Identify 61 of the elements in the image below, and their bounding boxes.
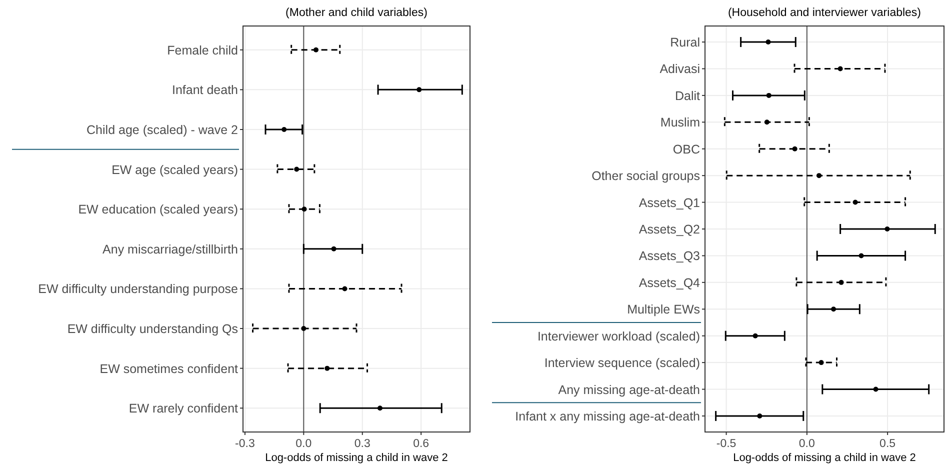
- y-tick-label: EW difficulty understanding purpose: [38, 282, 238, 296]
- point: [884, 226, 890, 232]
- y-tick-label: Assets_Q4: [638, 276, 700, 290]
- point: [838, 280, 844, 285]
- x-tick-label: 0.5: [880, 438, 896, 450]
- point: [852, 200, 858, 205]
- x-axis-title: Log-odds of missing a child in wave 2: [733, 452, 916, 464]
- point: [764, 120, 770, 125]
- y-tick-label: Assets_Q1: [638, 196, 700, 210]
- x-tick-label: 0.0: [798, 438, 815, 450]
- y-tick-label: Infant death: [172, 83, 238, 98]
- point: [766, 92, 772, 98]
- point: [831, 306, 836, 312]
- y-tick-label: Multiple EWs: [627, 302, 700, 317]
- x-axis-title: Log-odds of missing a child in wave 2: [265, 452, 448, 464]
- point: [377, 406, 382, 411]
- y-tick-label: EW sometimes confident: [100, 362, 239, 376]
- y-tick-label: Child age (scaled) - wave 2: [86, 122, 238, 137]
- point: [752, 333, 758, 338]
- y-tick-label: OBC: [672, 142, 700, 156]
- x-tick-label: -0.3: [235, 438, 255, 450]
- y-tick-label: Dalit: [674, 88, 701, 103]
- y-tick-label: Interviewer workload (scaled): [537, 329, 700, 344]
- y-tick-label: Infant x any missing age-at-death: [515, 409, 700, 424]
- point: [818, 360, 824, 366]
- y-tick-label: Adivasi: [660, 62, 700, 76]
- y-tick-label: Other social groups: [592, 169, 700, 184]
- y-tick-label: Interview sequence (scaled): [544, 356, 700, 370]
- point: [301, 326, 306, 332]
- point: [873, 386, 878, 392]
- point: [757, 413, 762, 418]
- point: [766, 40, 771, 45]
- chart-title: (Mother and child variables): [286, 7, 428, 19]
- point: [324, 366, 330, 371]
- x-tick-label: 0.3: [354, 438, 370, 450]
- y-tick-label: Muslim: [660, 116, 700, 130]
- y-tick-label: EW rarely confident: [128, 402, 239, 416]
- chart-title: (Household and interviewer variables): [728, 7, 922, 19]
- point: [342, 286, 348, 292]
- point: [816, 173, 822, 178]
- y-tick-label: Rural: [670, 36, 700, 50]
- y-tick-label: Any miscarriage/stillbirth: [102, 242, 238, 256]
- point: [416, 87, 422, 92]
- point: [282, 126, 287, 132]
- x-tick-label: 0.0: [296, 438, 312, 450]
- point: [858, 253, 864, 258]
- point: [302, 206, 307, 212]
- y-tick-label: Any missing age-at-death: [558, 382, 700, 397]
- x-tick-label: 0.6: [413, 438, 430, 450]
- y-tick-label: EW difficulty understanding Qs: [67, 322, 238, 336]
- y-tick-label: Assets_Q3: [638, 249, 700, 264]
- point: [792, 146, 798, 152]
- y-tick-label: Female child: [167, 43, 238, 58]
- y-tick-label: EW education (scaled years): [78, 202, 238, 217]
- point: [838, 66, 843, 72]
- point: [313, 47, 318, 52]
- point: [294, 166, 300, 172]
- x-tick-label: -0.5: [716, 438, 736, 450]
- point: [331, 246, 336, 252]
- y-tick-label: EW age (scaled years): [112, 162, 238, 177]
- y-tick-label: Assets_Q2: [638, 222, 700, 236]
